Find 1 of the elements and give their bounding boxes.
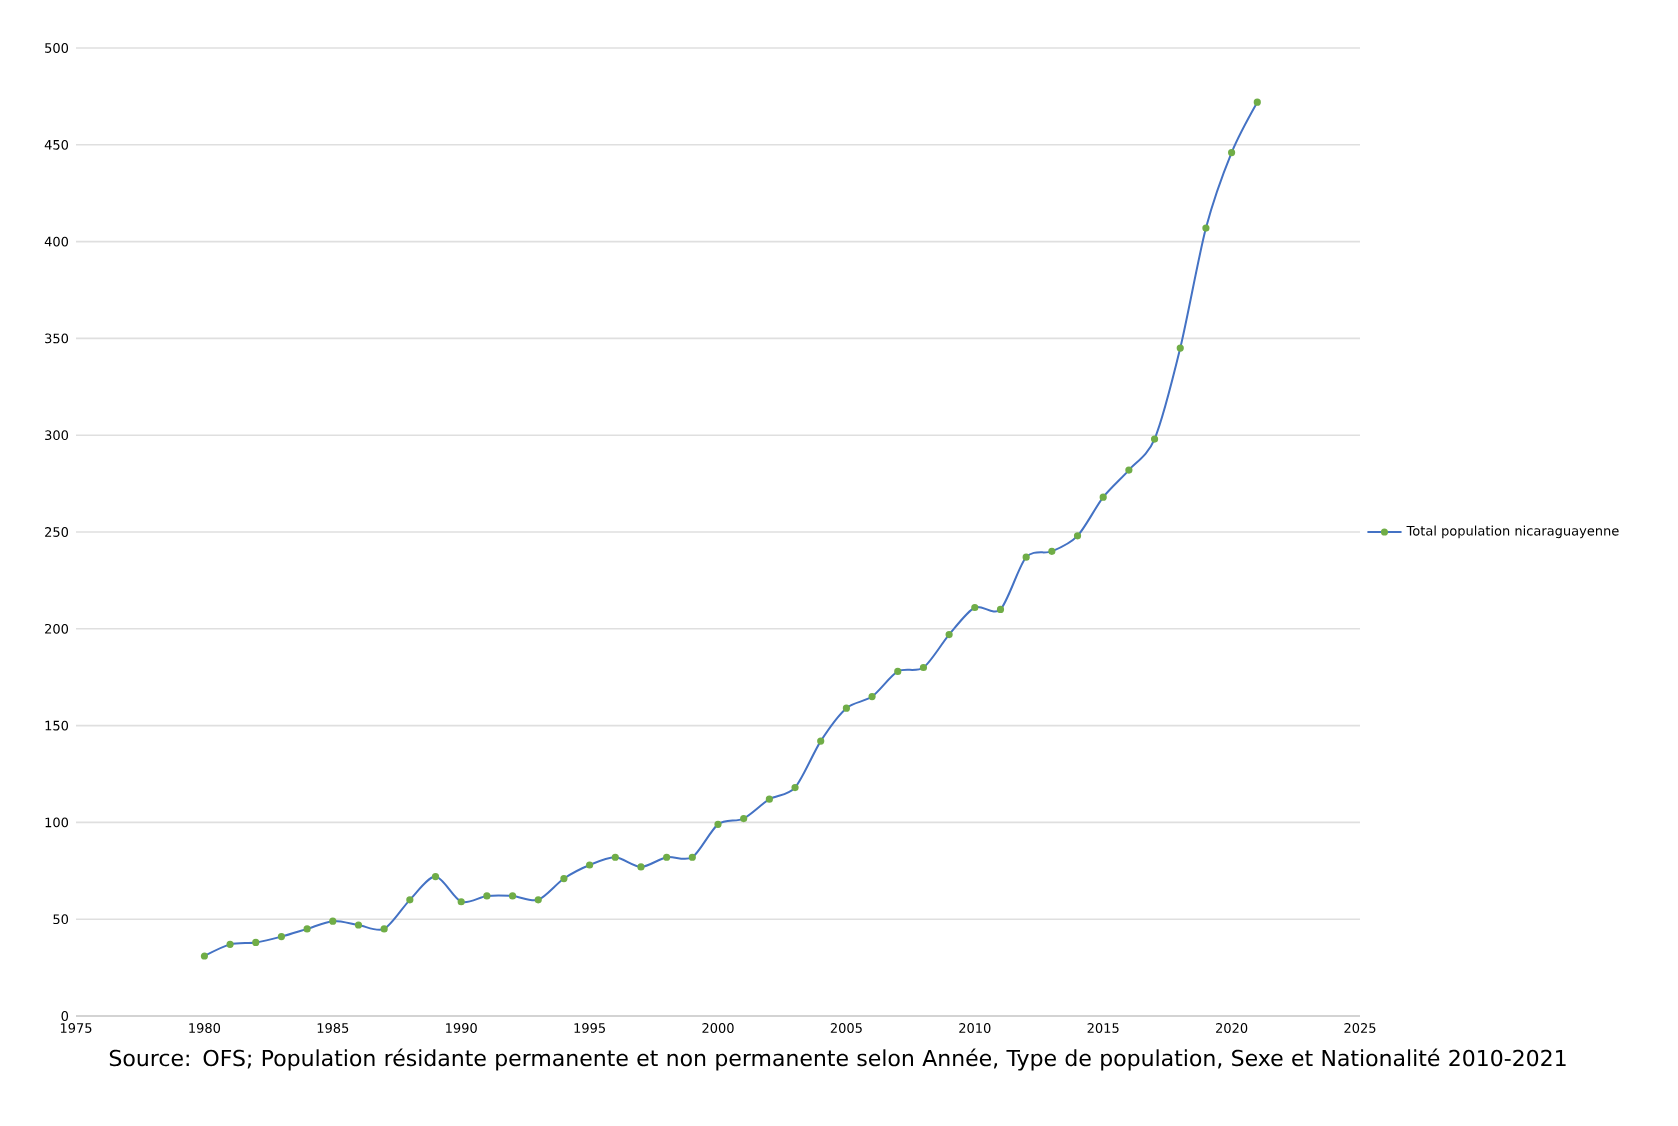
source-note: Source: OFS; Population résidante permanente et non permanente selon Année, Type de population, Sexe et Nationalité 2010-2021	[109, 1048, 1566, 1071]
